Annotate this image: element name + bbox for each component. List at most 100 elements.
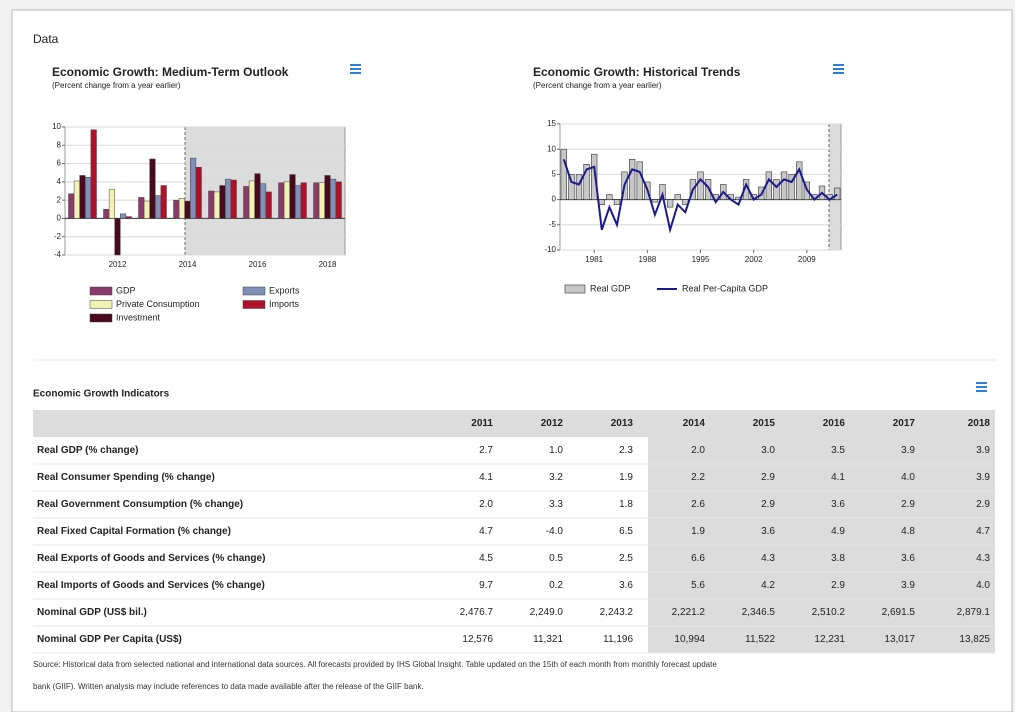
bar [125, 216, 132, 219]
bar [254, 173, 261, 219]
legend-label: Exports [269, 285, 300, 295]
legend-swatch [242, 300, 266, 309]
cell: 2,249.0 [530, 607, 564, 618]
chart-title: Economic Growth: Historical Trends [533, 65, 741, 79]
bar [598, 199, 605, 205]
menu-icon[interactable] [350, 64, 361, 74]
bar [606, 194, 613, 200]
bar [243, 186, 250, 219]
bar [155, 195, 162, 219]
cell: 3.9 [976, 445, 990, 456]
bar [591, 153, 598, 200]
cell: 10,994 [674, 634, 705, 645]
cell: 2.9 [831, 580, 845, 591]
y-tick-label: 0 [552, 195, 557, 204]
cell: 2.9 [761, 499, 775, 510]
source-note: Source: Historical data from selected na… [33, 660, 717, 669]
table-title: Economic Growth Indicators [33, 389, 170, 400]
bar [195, 166, 202, 219]
y-tick-label: 0 [57, 214, 62, 223]
bar [295, 185, 302, 219]
column-header: 2012 [541, 418, 564, 429]
menu-icon[interactable] [976, 382, 987, 392]
cell: 3.9 [901, 580, 915, 591]
cell: 13,017 [884, 634, 915, 645]
bar [283, 181, 290, 219]
cell: 4.3 [976, 553, 990, 564]
y-tick-label: 4 [57, 177, 62, 186]
y-tick-label: 10 [52, 122, 61, 131]
cell: 2.9 [901, 499, 915, 510]
cell: 3.6 [901, 553, 915, 564]
cell: 4.9 [831, 526, 845, 537]
column-header: 2013 [611, 418, 634, 429]
legend-label: Investment [116, 312, 161, 322]
legend-swatch [89, 313, 113, 323]
bar [318, 182, 325, 219]
cell: 2.0 [479, 499, 493, 510]
bar [666, 199, 674, 208]
bar [583, 164, 590, 200]
cell: 2,221.2 [672, 607, 706, 618]
row-label: Nominal GDP (US$ bil.) [37, 607, 147, 618]
bar [149, 158, 156, 219]
x-tick-label: 2018 [319, 260, 337, 269]
cell: 4.0 [976, 580, 990, 591]
column-header: 2017 [893, 418, 916, 429]
row-label: Real Government Consumption (% change) [37, 499, 243, 510]
cell: 4.1 [831, 472, 845, 483]
cell: 2,243.2 [600, 607, 634, 618]
column-header: 2014 [683, 418, 706, 429]
bar [208, 190, 215, 219]
cell: 2.2 [691, 472, 705, 483]
bar [173, 199, 180, 219]
cell: 0.5 [549, 553, 563, 564]
cell: 4.7 [976, 526, 990, 537]
row-label: Real Imports of Goods and Services (% ch… [37, 580, 265, 591]
bar [335, 181, 342, 219]
legend-label: Private Consumption [116, 299, 200, 309]
bar [780, 171, 788, 200]
bar [300, 182, 307, 219]
y-tick-label: -10 [544, 245, 556, 254]
cell: 2.9 [976, 499, 990, 510]
bar [85, 177, 92, 219]
legend-label: Imports [269, 299, 300, 309]
cell: 2,691.5 [882, 607, 916, 618]
menu-icon[interactable] [833, 64, 844, 74]
y-tick-label: 8 [57, 140, 62, 149]
legend-swatch [89, 300, 113, 309]
bar [278, 182, 285, 219]
column-header: 2015 [753, 418, 776, 429]
bar [230, 179, 237, 219]
legend-label: GDP [116, 285, 136, 295]
x-tick-label: 2009 [798, 255, 816, 264]
panel-title: Data [33, 32, 59, 46]
cell: 4.1 [479, 472, 493, 483]
bar [330, 178, 337, 219]
cell: 1.8 [619, 499, 633, 510]
cell: 5.6 [691, 580, 705, 591]
bar [704, 179, 712, 200]
cell: 4.7 [479, 526, 493, 537]
bar [765, 171, 772, 200]
cell: 2.3 [619, 445, 633, 456]
x-tick-label: 1995 [692, 255, 710, 264]
chart-title: Economic Growth: Medium-Term Outlook [52, 65, 289, 79]
bar [651, 199, 659, 203]
table-header [33, 410, 995, 437]
bar [575, 174, 583, 200]
bar [568, 174, 575, 200]
cell: 12,576 [462, 634, 493, 645]
bar [324, 175, 331, 219]
bar [834, 187, 841, 200]
cell: 3.5 [831, 445, 845, 456]
row-label: Real Exports of Goods and Services (% ch… [37, 553, 265, 564]
cell: 2.7 [479, 445, 493, 456]
bar [313, 182, 320, 219]
cell: 12,231 [814, 634, 845, 645]
cell: 2.0 [691, 445, 705, 456]
x-tick-label: 2012 [109, 260, 127, 269]
